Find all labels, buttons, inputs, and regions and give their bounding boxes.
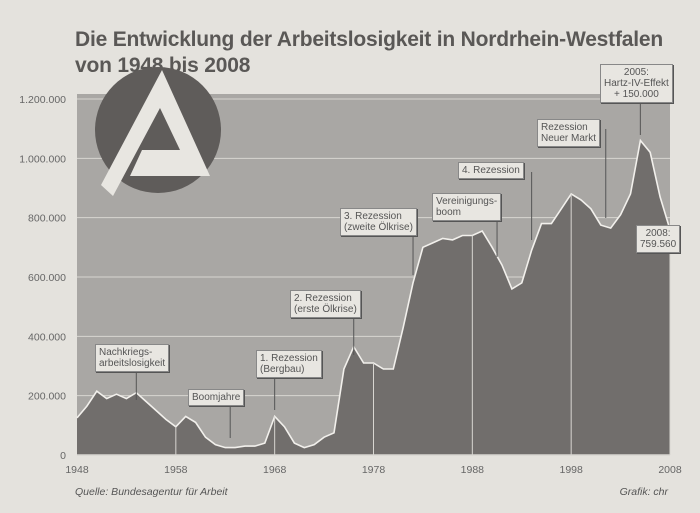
x-tick-label: 2008 xyxy=(658,464,682,476)
y-tick-label: 0 xyxy=(60,450,66,462)
credit-note: Grafik: chr xyxy=(619,486,668,498)
annotation-label: 2005: Hartz-IV-Effekt + 150.000 xyxy=(600,64,673,103)
annotation-label: 1. Rezession (Bergbau) xyxy=(256,350,322,378)
x-tick-label: 1968 xyxy=(263,464,287,476)
x-tick-label: 1988 xyxy=(461,464,485,476)
chart-title: Die Entwicklung der Arbeitslosigkeit in … xyxy=(75,27,663,79)
source-note: Quelle: Bundesagentur für Arbeit xyxy=(75,486,228,498)
y-tick-label: 600.000 xyxy=(28,272,66,284)
y-tick-label: 800.000 xyxy=(28,213,66,225)
title-line-1: Die Entwicklung der Arbeitslosigkeit in … xyxy=(75,28,663,51)
annotation-label: 2008: 759.560 xyxy=(636,225,681,253)
area-series xyxy=(77,140,670,455)
annotation-label: 4. Rezession xyxy=(458,162,524,179)
x-tick-label: 1958 xyxy=(164,464,188,476)
y-tick-label: 400.000 xyxy=(28,331,66,343)
annotation-label: Vereinigungs- boom xyxy=(432,193,502,221)
y-tick-label: 1.200.000 xyxy=(19,94,66,106)
x-tick-label: 1998 xyxy=(559,464,583,476)
y-tick-label: 1.000.000 xyxy=(19,153,66,165)
annotation-label: Rezession Neuer Markt xyxy=(537,119,601,147)
annotation-label: Nachkriegs- arbeitslosigkeit xyxy=(95,344,170,372)
y-tick-label: 200.000 xyxy=(28,391,66,403)
annotation-label: Boomjahre xyxy=(188,389,245,406)
annotation-label: 2. Rezession (erste Ölkrise) xyxy=(290,290,361,318)
x-tick-label: 1948 xyxy=(65,464,89,476)
series-line xyxy=(76,138,671,449)
logo-a-icon xyxy=(101,70,210,196)
annotation-label: 3. Rezession (zweite Ölkrise) xyxy=(340,208,417,236)
x-tick-label: 1978 xyxy=(362,464,386,476)
title-line-2: von 1948 bis 2008 xyxy=(75,54,251,77)
